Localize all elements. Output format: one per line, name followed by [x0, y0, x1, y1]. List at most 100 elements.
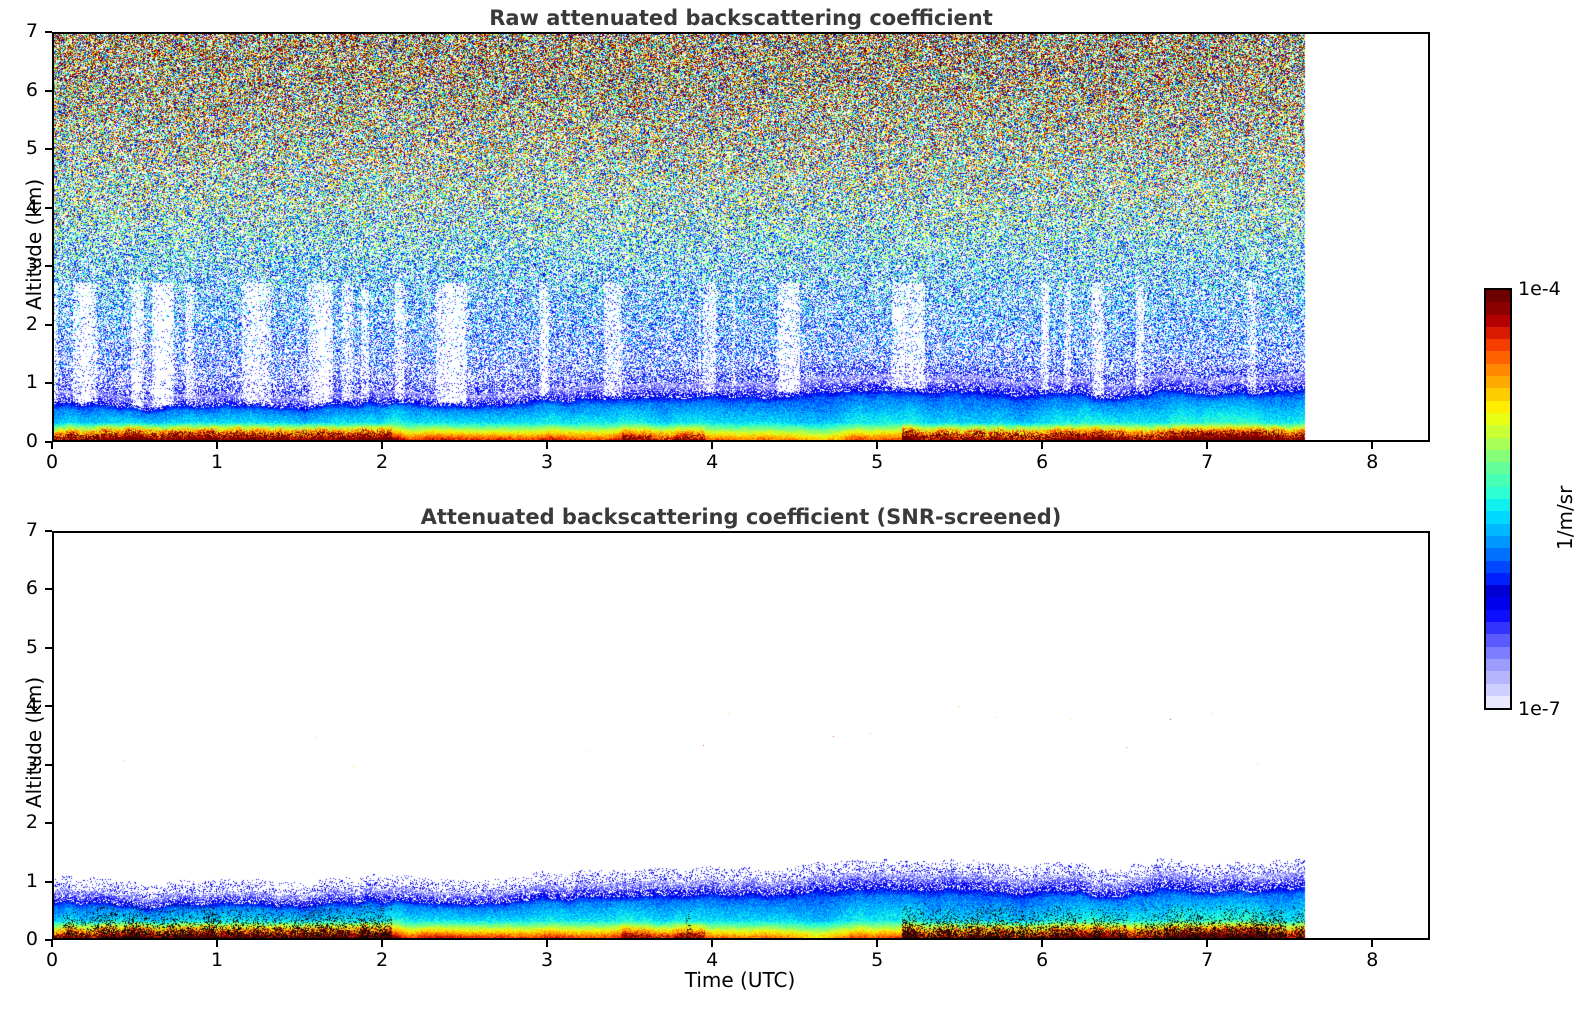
- x-tick-label: 8: [1366, 949, 1379, 971]
- y-tick-label: 1: [25, 869, 38, 892]
- colorbar-band: [1486, 290, 1510, 303]
- colorbar-band: [1486, 400, 1510, 413]
- x-tick-label: 2: [376, 451, 389, 473]
- y-tick-label: 1: [25, 371, 38, 394]
- panel-title-raw: Raw attenuated backscattering coefficien…: [489, 6, 993, 30]
- y-tick-label: 0: [25, 928, 38, 950]
- colorbar-band: [1486, 658, 1510, 672]
- colorbar-band: [1486, 695, 1510, 709]
- y-tick-mark: [45, 206, 52, 209]
- colorbar-band: [1486, 646, 1510, 659]
- panel-title-screened: Attenuated backscattering coefficient (S…: [420, 505, 1062, 529]
- x-tick-mark: [876, 940, 879, 947]
- x-tick-label: 0: [45, 949, 59, 971]
- plot-axes-raw: [52, 32, 1430, 442]
- x-tick-mark: [51, 940, 53, 947]
- x-tick-label: 1: [210, 451, 224, 473]
- y-tick-label: 6: [25, 78, 38, 101]
- x-tick-label: 1: [210, 949, 224, 971]
- y-tick-mark: [45, 323, 52, 326]
- x-tick-mark: [381, 442, 384, 449]
- x-tick-label: 0: [45, 451, 59, 473]
- colorbar-band: [1486, 462, 1510, 475]
- y-tick-label: 6: [25, 577, 38, 600]
- colorbar-band: [1486, 597, 1510, 610]
- x-tick-label: 7: [1201, 451, 1214, 473]
- colorbar-band: [1486, 548, 1510, 561]
- colorbar-band: [1486, 622, 1510, 635]
- colorbar-band: [1486, 486, 1510, 500]
- y-axis-label-raw: Altitude (km): [22, 178, 46, 310]
- x-tick-label: 8: [1366, 451, 1379, 473]
- x-tick-label: 4: [706, 451, 719, 473]
- colorbar-min-label: 1e-7: [1518, 698, 1561, 720]
- heatmap-screened: [54, 533, 1428, 938]
- x-tick-label: 3: [541, 949, 554, 971]
- x-axis-label-shared: Time (UTC): [684, 968, 796, 992]
- y-tick-mark: [45, 265, 52, 268]
- colorbar-band: [1486, 474, 1510, 487]
- y-tick-mark: [45, 31, 52, 33]
- colorbar-band: [1486, 363, 1510, 377]
- y-tick-label: 7: [25, 20, 38, 42]
- colorbar-band: [1486, 671, 1510, 684]
- colorbar-band: [1486, 535, 1510, 549]
- y-tick-label: 3: [25, 254, 38, 277]
- colorbar-band: [1486, 511, 1510, 524]
- colorbar-band: [1486, 412, 1510, 426]
- x-tick-mark: [711, 940, 714, 947]
- y-tick-mark: [45, 89, 52, 92]
- heatmap-raw: [54, 34, 1428, 440]
- x-tick-label: 5: [871, 451, 884, 473]
- y-tick-mark: [45, 148, 52, 151]
- x-tick-mark: [711, 442, 714, 449]
- colorbar-band: [1486, 437, 1510, 450]
- colorbar-band: [1486, 314, 1510, 327]
- y-tick-mark: [45, 880, 52, 883]
- colorbar-band: [1486, 351, 1510, 364]
- colorbar-band: [1486, 449, 1510, 463]
- x-tick-mark: [1206, 442, 1209, 449]
- x-tick-mark: [216, 940, 219, 947]
- y-tick-mark: [45, 763, 52, 766]
- x-tick-mark: [546, 940, 549, 947]
- y-tick-label: 4: [25, 195, 38, 218]
- x-tick-label: 3: [541, 451, 554, 473]
- x-tick-label: 7: [1201, 949, 1214, 971]
- y-tick-mark: [45, 441, 52, 443]
- x-tick-mark: [876, 442, 879, 449]
- x-tick-label: 5: [871, 949, 884, 971]
- x-tick-mark: [1041, 442, 1044, 449]
- y-axis-label-screened: Altitude (km): [22, 676, 46, 808]
- y-tick-label: 3: [25, 752, 38, 775]
- colorbar-band: [1486, 376, 1510, 389]
- colorbar-band: [1486, 499, 1510, 512]
- x-tick-mark: [1371, 442, 1374, 449]
- y-tick-label: 7: [25, 519, 38, 541]
- colorbar: [1484, 288, 1512, 710]
- colorbar-gradient: [1484, 288, 1512, 710]
- y-tick-label: 5: [25, 137, 38, 160]
- x-tick-mark: [381, 940, 384, 947]
- y-tick-mark: [45, 382, 52, 385]
- x-tick-label: 6: [1036, 451, 1049, 473]
- x-tick-mark: [546, 442, 549, 449]
- y-tick-mark: [45, 705, 52, 708]
- x-tick-label: 4: [706, 949, 719, 971]
- x-tick-label: 2: [376, 949, 389, 971]
- y-tick-mark: [45, 646, 52, 649]
- y-tick-label: 5: [25, 635, 38, 658]
- y-tick-mark: [45, 939, 52, 941]
- x-tick-mark: [1041, 940, 1044, 947]
- y-tick-label: 0: [25, 430, 38, 452]
- colorbar-band: [1486, 339, 1510, 352]
- y-tick-label: 2: [25, 811, 38, 834]
- y-tick-label: 4: [25, 694, 38, 717]
- colorbar-band: [1486, 560, 1510, 573]
- x-tick-mark: [216, 442, 219, 449]
- colorbar-band: [1486, 326, 1510, 340]
- x-tick-mark: [51, 442, 53, 449]
- y-tick-mark: [45, 822, 52, 825]
- y-tick-label: 2: [25, 312, 38, 335]
